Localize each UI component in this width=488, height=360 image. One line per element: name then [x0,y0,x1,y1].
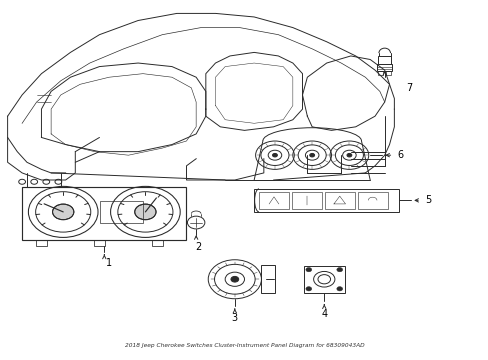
Bar [291,192,321,209]
Circle shape [336,287,342,291]
Bar [386,71,390,75]
Circle shape [346,153,351,157]
Text: 4: 4 [321,309,326,319]
Circle shape [272,153,277,157]
Circle shape [336,267,342,272]
Bar [324,192,354,209]
Bar [261,265,274,293]
Text: 2018 Jeep Cherokee Switches Cluster-Instrument Panel Diagram for 68309043AD: 2018 Jeep Cherokee Switches Cluster-Inst… [124,343,364,348]
Bar [259,192,288,209]
Bar [378,71,383,75]
Circle shape [309,153,314,157]
Circle shape [305,287,311,291]
Bar [303,266,344,293]
Bar [376,64,392,71]
Bar [357,192,387,209]
Text: 7: 7 [405,83,411,93]
Text: 6: 6 [396,150,403,160]
Bar [377,56,391,64]
Circle shape [230,276,238,282]
Circle shape [135,204,156,220]
Bar [22,187,186,240]
Bar [254,189,398,212]
Text: 1: 1 [106,258,112,268]
Text: 2: 2 [195,242,201,252]
Bar [151,240,163,246]
Circle shape [305,267,311,272]
Bar [94,240,105,246]
Circle shape [53,204,74,220]
Text: 3: 3 [231,313,237,323]
Bar [36,240,47,246]
Bar [100,201,142,222]
Text: 5: 5 [424,195,430,206]
